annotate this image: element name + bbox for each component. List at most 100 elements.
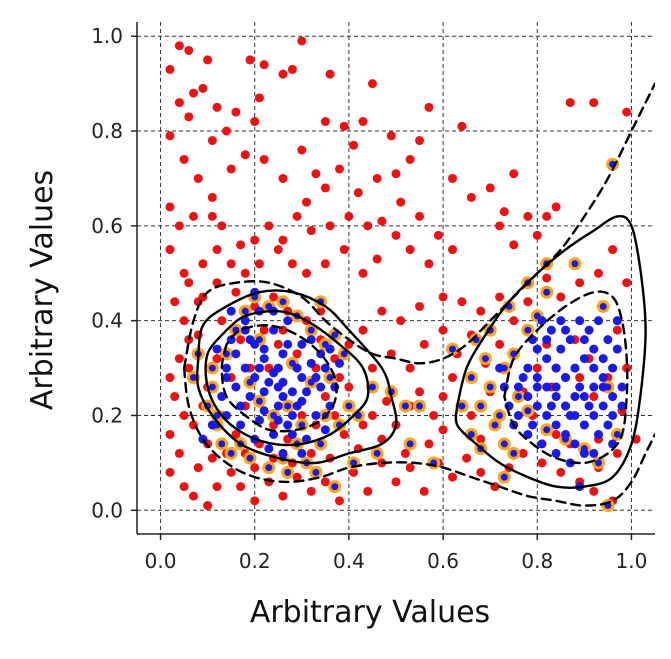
data-point-red bbox=[344, 211, 354, 221]
data-point-red bbox=[302, 197, 312, 207]
data-point-red bbox=[589, 392, 599, 402]
data-point-red bbox=[165, 64, 175, 74]
data-point-red bbox=[287, 64, 297, 74]
data-point-highlight-center bbox=[543, 426, 551, 434]
data-point-red bbox=[391, 169, 401, 179]
data-point-blue bbox=[532, 401, 542, 411]
data-point-blue bbox=[575, 382, 585, 392]
data-point-blue bbox=[598, 401, 608, 411]
data-point-blue bbox=[264, 377, 274, 387]
data-point-blue bbox=[287, 429, 297, 439]
data-point-highlight-center bbox=[458, 402, 466, 410]
data-point-highlight-center bbox=[326, 374, 334, 382]
data-point-highlight-center bbox=[406, 440, 414, 448]
data-point-blue bbox=[584, 325, 594, 335]
data-point-blue bbox=[579, 448, 589, 458]
data-point-red bbox=[179, 268, 189, 278]
data-point-red bbox=[165, 373, 175, 383]
data-point-red bbox=[495, 221, 505, 231]
data-point-highlight-center bbox=[486, 383, 494, 391]
data-point-blue bbox=[297, 373, 307, 383]
data-point-red bbox=[358, 325, 368, 335]
data-points bbox=[165, 36, 641, 513]
data-point-blue bbox=[556, 344, 566, 354]
data-point-blue bbox=[617, 382, 627, 392]
data-point-blue bbox=[283, 420, 293, 430]
data-point-red bbox=[372, 254, 382, 264]
data-point-red bbox=[292, 472, 302, 482]
data-point-red bbox=[400, 448, 410, 458]
data-point-blue bbox=[589, 410, 599, 420]
data-point-red bbox=[330, 410, 340, 420]
data-point-red bbox=[438, 292, 448, 302]
contour-solid bbox=[204, 309, 370, 447]
data-point-blue bbox=[259, 344, 269, 354]
data-point-blue bbox=[302, 387, 312, 397]
data-point-highlight-center bbox=[227, 449, 235, 457]
x-tick-label: 0.0 bbox=[145, 549, 177, 573]
data-point-blue bbox=[542, 410, 552, 420]
data-point-blue bbox=[269, 429, 279, 439]
data-point-red bbox=[612, 448, 622, 458]
data-point-red bbox=[415, 136, 425, 146]
data-point-red bbox=[217, 221, 227, 231]
data-point-highlight-center bbox=[241, 307, 249, 315]
contour-dashed bbox=[182, 366, 655, 507]
data-point-red bbox=[174, 41, 184, 51]
data-point-red bbox=[542, 211, 552, 221]
data-point-blue bbox=[551, 392, 561, 402]
data-point-blue bbox=[212, 344, 222, 354]
data-point-red bbox=[302, 268, 312, 278]
y-tick-label: 0.6 bbox=[91, 214, 123, 238]
data-point-highlight-center bbox=[613, 430, 621, 438]
data-point-blue bbox=[523, 392, 533, 402]
data-point-red bbox=[174, 98, 184, 108]
data-point-highlight-center bbox=[246, 454, 254, 462]
data-point-blue bbox=[264, 444, 274, 454]
data-point-red bbox=[424, 102, 434, 112]
data-point-red bbox=[551, 429, 561, 439]
data-point-highlight-center bbox=[496, 411, 504, 419]
data-point-red bbox=[325, 221, 335, 231]
data-point-blue bbox=[283, 339, 293, 349]
data-point-red bbox=[170, 392, 180, 402]
data-point-red bbox=[325, 69, 335, 79]
data-point-blue bbox=[589, 382, 599, 392]
data-point-blue bbox=[278, 448, 288, 458]
contour-dashed bbox=[220, 324, 338, 433]
data-point-blue bbox=[250, 373, 260, 383]
data-point-highlight-center bbox=[524, 407, 532, 415]
data-point-blue bbox=[570, 439, 580, 449]
data-point-blue bbox=[537, 316, 547, 326]
data-point-blue bbox=[297, 339, 307, 349]
data-point-blue bbox=[589, 448, 599, 458]
contour-lines bbox=[182, 82, 655, 507]
contour-dashed bbox=[503, 290, 629, 465]
data-point-blue bbox=[589, 344, 599, 354]
data-point-blue bbox=[221, 373, 231, 383]
data-point-highlight-center bbox=[350, 459, 358, 467]
data-point-highlight-center bbox=[467, 430, 475, 438]
data-point-blue bbox=[561, 401, 571, 411]
data-point-highlight-center bbox=[510, 449, 518, 457]
axes bbox=[136, 22, 655, 535]
data-point-red bbox=[212, 245, 222, 255]
data-point-red bbox=[377, 306, 387, 316]
data-point-red bbox=[377, 216, 387, 226]
data-point-red bbox=[264, 221, 274, 231]
data-point-blue bbox=[259, 354, 269, 364]
data-point-red bbox=[207, 453, 217, 463]
x-tick-label: 0.2 bbox=[239, 549, 271, 573]
data-point-red bbox=[334, 164, 344, 174]
data-point-blue bbox=[575, 316, 585, 326]
data-point-red bbox=[193, 463, 203, 473]
data-point-red bbox=[509, 169, 519, 179]
data-point-red bbox=[419, 486, 429, 496]
data-point-blue bbox=[334, 358, 344, 368]
data-point-highlight-center bbox=[467, 374, 475, 382]
data-point-red bbox=[189, 211, 199, 221]
data-point-red bbox=[537, 458, 547, 468]
data-point-blue bbox=[273, 382, 283, 392]
data-point-blue bbox=[217, 392, 227, 402]
data-point-highlight-center bbox=[543, 288, 551, 296]
